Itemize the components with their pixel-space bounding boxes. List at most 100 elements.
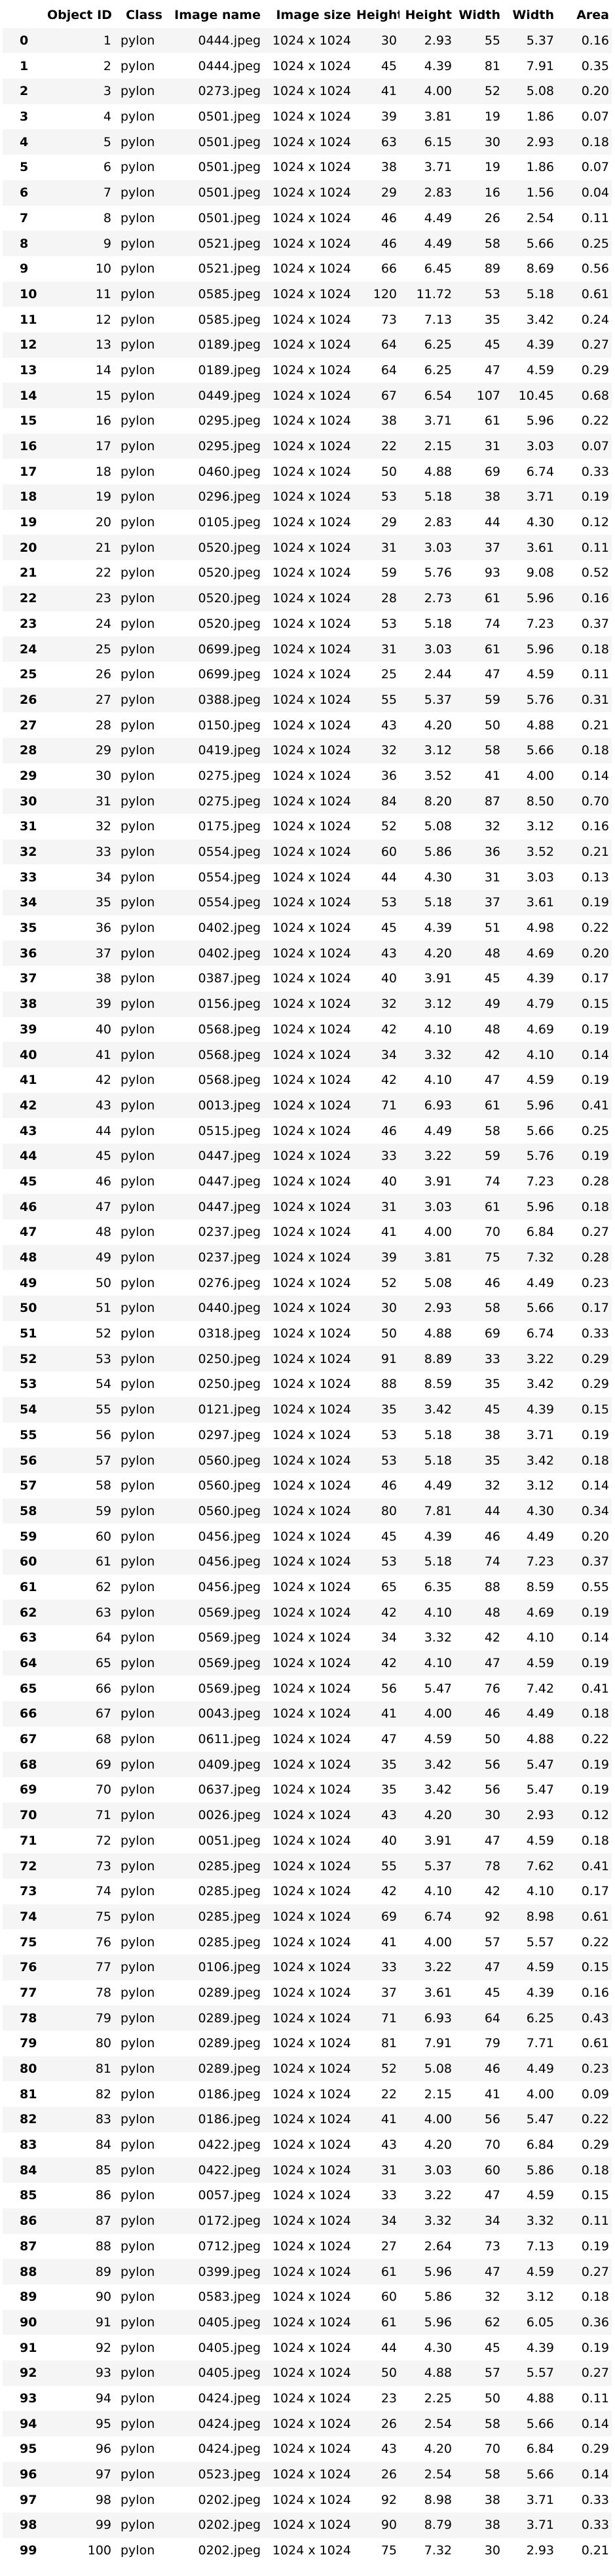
- height-pct-cell: 4.39: [424, 921, 452, 936]
- height-pct-cell: 3.03: [424, 642, 452, 657]
- height-pct-cell: 4.49: [424, 1478, 452, 1493]
- image-size-cell: 1024 x 1024: [272, 642, 351, 657]
- area-cell: 0.18: [581, 1833, 609, 1848]
- area-cell: 0.29: [581, 362, 609, 377]
- image-size-cell: 1024 x 1024: [272, 490, 351, 505]
- width-pct-cell: 5.66: [526, 1301, 554, 1316]
- area-cell: 0.12: [581, 515, 609, 530]
- image-size-cell: 1024 x 1024: [272, 337, 351, 353]
- table-row: 86 87 pylon 0172.jpeg 1024 x 1024 34 3.32 34 3.3…: [3, 2208, 612, 2234]
- height-px-cell: 39: [381, 1250, 397, 1265]
- height-px-cell: 41: [381, 1706, 397, 1721]
- height-px-cell: 65: [381, 1579, 397, 1594]
- height-px-cell: 88: [381, 1377, 397, 1392]
- row-index: 47: [20, 1225, 37, 1240]
- table-row: 77 78 pylon 0289.jpeg 1024 x 1024 37 3.61 45 4.3…: [3, 1980, 612, 2006]
- image-size-cell: 1024 x 1024: [272, 2036, 351, 2051]
- header-image-name: Image name: [174, 8, 261, 23]
- width-pct-cell: 4.39: [526, 337, 554, 353]
- object-id-cell: 53: [95, 1351, 111, 1366]
- table-row: 28 29 pylon 0419.jpeg 1024 x 1024 32 3.12 58 5.6…: [3, 737, 612, 763]
- object-id-cell: 54: [95, 1377, 111, 1392]
- image-size-cell: 1024 x 1024: [272, 2315, 351, 2330]
- width-pct-cell: 5.18: [526, 286, 554, 301]
- header-width-px: Width: [458, 8, 500, 23]
- table-row: 83 84 pylon 0422.jpeg 1024 x 1024 43 4.20 70 6.8…: [3, 2132, 612, 2158]
- width-px-cell: 35: [484, 1377, 500, 1392]
- row-index: 60: [20, 1554, 37, 1569]
- object-id-cell: 44: [95, 1123, 111, 1138]
- height-pct-cell: 2.73: [424, 591, 452, 606]
- object-id-cell: 95: [95, 2416, 111, 2431]
- height-px-cell: 84: [381, 794, 397, 809]
- area-cell: 0.36: [581, 2315, 609, 2330]
- image-size-cell: 1024 x 1024: [272, 921, 351, 936]
- height-pct-cell: 2.54: [424, 2416, 452, 2431]
- area-cell: 0.19: [581, 895, 609, 910]
- table-row: 9 10 pylon 0521.jpeg 1024 x 1024 66 6.45 89 8.69…: [3, 256, 612, 282]
- width-px-cell: 32: [484, 1478, 500, 1493]
- image-name-cell: 0273.jpeg: [198, 84, 261, 99]
- object-id-cell: 89: [95, 2264, 111, 2279]
- area-cell: 0.22: [581, 1732, 609, 1747]
- class-cell: pylon: [121, 1960, 155, 1975]
- image-size-cell: 1024 x 1024: [272, 185, 351, 201]
- image-name-cell: 0189.jpeg: [198, 337, 261, 353]
- width-pct-cell: 4.39: [526, 1402, 554, 1417]
- height-pct-cell: 4.20: [424, 2442, 452, 2457]
- object-id-cell: 34: [95, 870, 111, 885]
- area-cell: 0.18: [581, 1199, 609, 1214]
- row-index: 2: [20, 84, 29, 99]
- width-px-cell: 74: [484, 1174, 500, 1189]
- image-name-cell: 0276.jpeg: [198, 1275, 261, 1290]
- object-id-cell: 49: [95, 1250, 111, 1265]
- image-size-cell: 1024 x 1024: [272, 261, 351, 277]
- class-cell: pylon: [121, 2239, 155, 2254]
- width-px-cell: 46: [484, 1529, 500, 1544]
- class-cell: pylon: [121, 1884, 155, 1899]
- height-pct-cell: 7.32: [424, 2543, 452, 2558]
- height-px-cell: 41: [381, 1934, 397, 1950]
- image-size-cell: 1024 x 1024: [272, 566, 351, 581]
- row-index: 75: [20, 1934, 37, 1950]
- area-cell: 0.33: [581, 2492, 609, 2507]
- width-pct-cell: 4.49: [526, 1529, 554, 1544]
- image-name-cell: 0422.jpeg: [198, 2138, 261, 2153]
- image-size-cell: 1024 x 1024: [272, 794, 351, 809]
- area-cell: 0.18: [581, 1706, 609, 1721]
- image-size-cell: 1024 x 1024: [272, 1808, 351, 1823]
- width-px-cell: 38: [484, 490, 500, 505]
- height-pct-cell: 4.49: [424, 1123, 452, 1138]
- table-header: Object ID Class Image name Image size He…: [3, 3, 612, 28]
- area-cell: 0.13: [581, 870, 609, 885]
- area-cell: 0.22: [581, 2112, 609, 2127]
- table-row: 95 96 pylon 0424.jpeg 1024 x 1024 43 4.20 70 6.8…: [3, 2436, 612, 2462]
- height-px-cell: 61: [381, 2264, 397, 2279]
- row-index: 80: [20, 2062, 37, 2077]
- class-cell: pylon: [121, 1503, 155, 1518]
- table-row: 53 54 pylon 0250.jpeg 1024 x 1024 88 8.59 35 3.4…: [3, 1372, 612, 1397]
- width-pct-cell: 8.98: [526, 1909, 554, 1924]
- width-pct-cell: 3.71: [526, 2492, 554, 2507]
- row-index: 67: [20, 1732, 37, 1747]
- class-cell: pylon: [121, 1833, 155, 1848]
- width-pct-cell: 5.47: [526, 2112, 554, 2127]
- width-pct-cell: 3.03: [526, 439, 554, 454]
- row-index: 8: [20, 236, 29, 251]
- table-row: 45 46 pylon 0447.jpeg 1024 x 1024 40 3.91 74 7.2…: [3, 1168, 612, 1195]
- object-id-cell: 13: [95, 337, 111, 353]
- object-id-cell: 3: [103, 84, 111, 99]
- width-pct-cell: 4.39: [526, 1985, 554, 2000]
- height-px-cell: 30: [381, 33, 397, 48]
- object-id-cell: 56: [95, 1427, 111, 1442]
- image-name-cell: 0186.jpeg: [198, 2112, 261, 2127]
- image-name-cell: 0569.jpeg: [198, 1605, 261, 1620]
- area-cell: 0.33: [581, 464, 609, 479]
- width-px-cell: 59: [484, 1149, 500, 1164]
- header-image-size: Image size: [276, 8, 351, 23]
- table-row: 73 74 pylon 0285.jpeg 1024 x 1024 42 4.10 42 4.1…: [3, 1878, 612, 1904]
- class-cell: pylon: [121, 1782, 155, 1797]
- object-id-cell: 16: [95, 413, 111, 429]
- image-size-cell: 1024 x 1024: [272, 1377, 351, 1392]
- image-size-cell: 1024 x 1024: [272, 2467, 351, 2482]
